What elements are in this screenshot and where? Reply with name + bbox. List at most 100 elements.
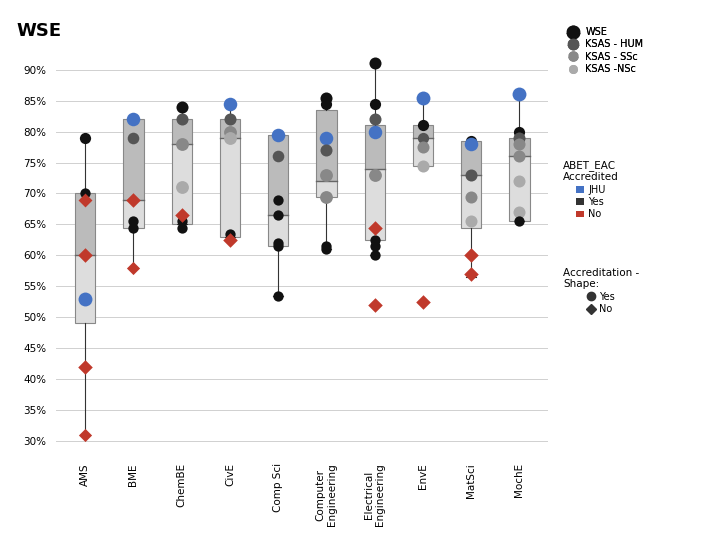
Bar bbox=[316, 110, 337, 181]
Point bbox=[79, 133, 91, 142]
Text: WSE: WSE bbox=[17, 22, 62, 40]
Point bbox=[369, 115, 380, 124]
Point bbox=[369, 242, 380, 251]
Point bbox=[273, 238, 284, 247]
Point bbox=[79, 195, 91, 204]
Bar bbox=[123, 119, 143, 200]
Point bbox=[321, 100, 332, 108]
Point bbox=[176, 102, 187, 111]
Bar bbox=[123, 200, 143, 227]
Point bbox=[128, 133, 139, 142]
Point bbox=[369, 236, 380, 244]
Bar bbox=[365, 169, 385, 240]
Point bbox=[224, 127, 236, 136]
Point bbox=[514, 139, 525, 148]
Bar bbox=[75, 255, 96, 324]
Point bbox=[418, 133, 429, 142]
Bar bbox=[75, 194, 96, 255]
Point bbox=[418, 143, 429, 152]
Bar bbox=[220, 119, 240, 237]
Point bbox=[128, 223, 139, 232]
Point bbox=[369, 300, 380, 309]
Bar bbox=[268, 135, 288, 246]
Point bbox=[224, 229, 236, 238]
Point bbox=[321, 192, 332, 201]
Point bbox=[418, 121, 429, 130]
Bar bbox=[509, 138, 529, 221]
Bar bbox=[123, 119, 143, 227]
Bar bbox=[172, 119, 192, 144]
Legend: WSE, KSAS - HUM, KSAS - SSc, KSAS -NSc: WSE, KSAS - HUM, KSAS - SSc, KSAS -NSc bbox=[563, 27, 643, 74]
Point bbox=[321, 170, 332, 179]
Point bbox=[79, 294, 91, 303]
Point bbox=[224, 133, 236, 142]
Bar bbox=[268, 215, 288, 246]
Point bbox=[128, 115, 139, 124]
Point bbox=[273, 242, 284, 251]
Point bbox=[418, 161, 429, 170]
Point bbox=[321, 245, 332, 254]
Point bbox=[321, 242, 332, 251]
Point bbox=[273, 211, 284, 220]
Bar bbox=[413, 126, 433, 138]
Point bbox=[79, 362, 91, 371]
Point bbox=[465, 192, 477, 201]
Point bbox=[79, 251, 91, 260]
Point bbox=[176, 217, 187, 226]
Point bbox=[369, 170, 380, 179]
Bar bbox=[75, 194, 96, 324]
Point bbox=[465, 269, 477, 278]
Bar bbox=[268, 135, 288, 215]
Point bbox=[369, 59, 380, 68]
Point bbox=[514, 207, 525, 216]
Point bbox=[128, 263, 139, 272]
Point bbox=[273, 195, 284, 204]
Bar bbox=[172, 119, 192, 225]
Bar bbox=[461, 175, 482, 227]
Bar bbox=[220, 119, 240, 138]
Point bbox=[514, 217, 525, 226]
Bar bbox=[413, 138, 433, 165]
Bar bbox=[461, 141, 482, 227]
Point bbox=[79, 189, 91, 198]
Point bbox=[514, 90, 525, 99]
Point bbox=[321, 93, 332, 102]
Point bbox=[465, 139, 477, 148]
Point bbox=[224, 115, 236, 124]
Point bbox=[369, 251, 380, 260]
Point bbox=[273, 291, 284, 300]
Point bbox=[224, 100, 236, 108]
Point bbox=[79, 430, 91, 439]
Point bbox=[418, 298, 429, 306]
Bar bbox=[509, 138, 529, 156]
Point bbox=[176, 139, 187, 148]
Bar bbox=[413, 126, 433, 165]
Point bbox=[176, 223, 187, 232]
Point bbox=[514, 152, 525, 161]
Point bbox=[369, 223, 380, 232]
Bar bbox=[461, 141, 482, 175]
Point bbox=[514, 176, 525, 185]
Bar bbox=[365, 126, 385, 240]
Bar bbox=[172, 144, 192, 225]
Point bbox=[176, 115, 187, 124]
Point bbox=[418, 93, 429, 102]
Bar bbox=[316, 181, 337, 196]
Point bbox=[321, 145, 332, 154]
Point bbox=[369, 100, 380, 108]
Bar bbox=[365, 126, 385, 169]
Point bbox=[321, 133, 332, 142]
Point bbox=[369, 127, 380, 136]
Bar bbox=[509, 156, 529, 221]
Point bbox=[176, 183, 187, 192]
Bar bbox=[316, 110, 337, 196]
Point bbox=[128, 217, 139, 226]
Point bbox=[273, 131, 284, 139]
Point bbox=[514, 133, 525, 142]
Point bbox=[465, 137, 477, 145]
Point bbox=[465, 217, 477, 226]
Point bbox=[224, 236, 236, 244]
Point bbox=[465, 170, 477, 179]
Point bbox=[128, 195, 139, 204]
Point bbox=[465, 251, 477, 260]
